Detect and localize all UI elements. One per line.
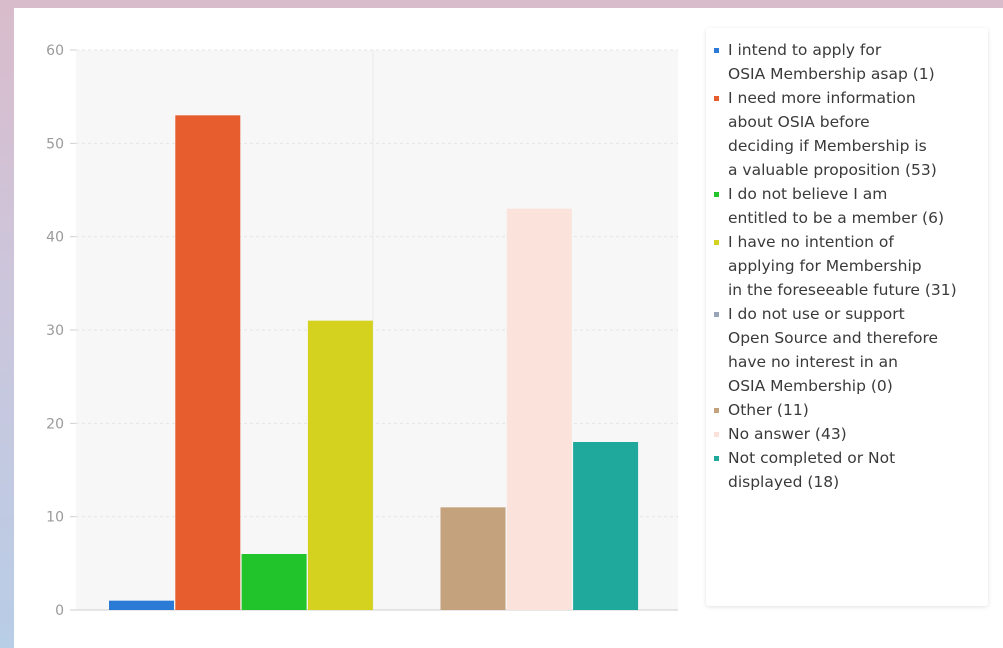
legend-item[interactable]: Other (11) xyxy=(714,398,984,422)
legend-label: I have no intention of applying for Memb… xyxy=(728,233,957,299)
legend-marker-icon xyxy=(714,240,719,245)
y-tick-label: 50 xyxy=(46,136,64,152)
y-tick-label: 60 xyxy=(46,43,64,59)
legend-item[interactable]: I need more information about OSIA befor… xyxy=(714,86,984,182)
legend-label: I do not use or support Open Source and … xyxy=(728,305,939,395)
bar xyxy=(307,320,373,610)
bar xyxy=(506,208,572,610)
legend-item[interactable]: I do not believe I am entitled to be a m… xyxy=(714,182,984,230)
chart-card: 0 10 20 30 40 50 60 I intend to apply for OSIA… xyxy=(14,8,1003,648)
bar xyxy=(241,554,307,610)
legend-item[interactable]: I have no intention of applying for Memb… xyxy=(714,230,984,302)
legend-marker-icon xyxy=(714,456,719,461)
legend-marker-icon xyxy=(714,192,719,197)
legend-label: Not completed or Not displayed (18) xyxy=(728,449,896,491)
bar-chart: 0 10 20 30 40 50 60 xyxy=(46,43,678,619)
y-tick-label: 20 xyxy=(46,416,64,432)
legend-marker-icon xyxy=(714,48,719,53)
bar xyxy=(109,600,174,610)
legend-item[interactable]: I do not use or support Open Source and … xyxy=(714,302,984,398)
y-tick-label: 0 xyxy=(55,603,64,619)
legend-item[interactable]: No answer (43) xyxy=(714,422,984,446)
y-tick-label: 30 xyxy=(46,323,64,339)
y-tick-label: 10 xyxy=(46,510,64,526)
y-tick-label: 40 xyxy=(46,230,64,246)
legend-item[interactable]: I intend to apply for OSIA Membership as… xyxy=(714,38,984,86)
legend-label: I intend to apply for OSIA Membership as… xyxy=(728,41,935,83)
bar xyxy=(175,115,241,610)
legend-label: I need more information about OSIA befor… xyxy=(728,89,937,179)
bar xyxy=(440,507,506,610)
legend-label: I do not believe I am entitled to be a m… xyxy=(728,185,945,227)
legend-label: Other (11) xyxy=(728,401,809,419)
legend: I intend to apply for OSIA Membership as… xyxy=(706,28,988,606)
legend-marker-icon xyxy=(714,432,719,437)
bar xyxy=(573,442,639,610)
legend-marker-icon xyxy=(714,312,719,317)
legend-marker-icon xyxy=(714,96,719,101)
legend-label: No answer (43) xyxy=(728,425,847,443)
legend-item[interactable]: Not completed or Not displayed (18) xyxy=(714,446,984,494)
legend-marker-icon xyxy=(714,408,719,413)
